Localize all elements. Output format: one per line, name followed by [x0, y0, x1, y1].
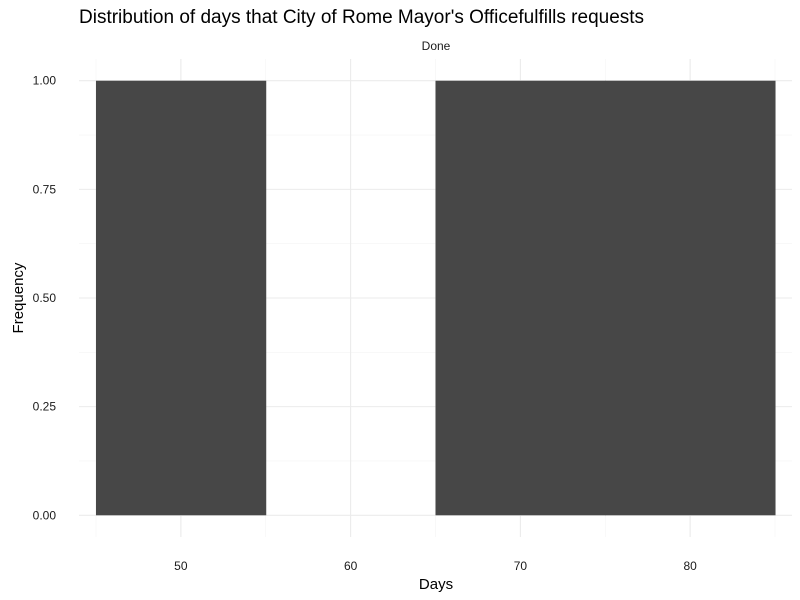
bars-group — [95, 80, 776, 516]
x-tick-labels: 50 60 70 80 — [174, 559, 697, 573]
histogram-bar — [95, 80, 267, 516]
histogram-bar — [435, 80, 606, 516]
x-tick-label: 80 — [683, 559, 697, 573]
y-axis-title: Frequency — [10, 262, 27, 333]
y-tick-label: 0.75 — [33, 182, 57, 196]
y-tick-label: 0.00 — [33, 508, 57, 522]
x-tick-label: 70 — [514, 559, 528, 573]
x-tick-label: 50 — [174, 559, 188, 573]
y-tick-label: 0.25 — [33, 400, 57, 414]
chart-title: Distribution of days that City of Rome M… — [79, 7, 644, 28]
x-tick-label: 60 — [344, 559, 358, 573]
y-tick-labels: 0.00 0.25 0.50 0.75 1.00 — [33, 74, 57, 523]
x-axis-title: Days — [419, 576, 453, 593]
y-tick-label: 1.00 — [33, 74, 57, 88]
histogram-bar — [605, 80, 776, 516]
facet-label: Done — [422, 39, 451, 53]
y-tick-label: 0.50 — [33, 291, 57, 305]
